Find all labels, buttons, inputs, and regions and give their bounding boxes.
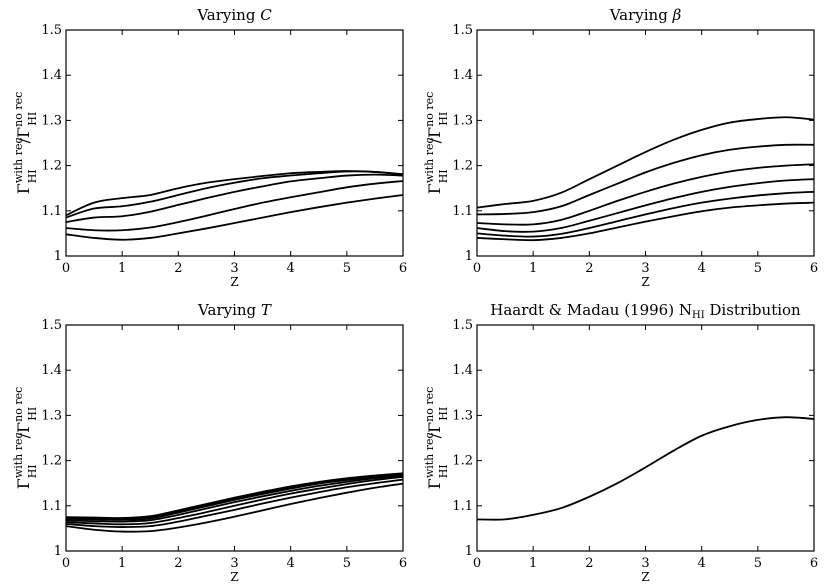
- series-line-b1: [476, 116, 815, 209]
- y-tick-label: 1.2: [41, 454, 62, 469]
- x-tick-label: 3: [641, 556, 649, 571]
- x-axis-label: Z: [641, 275, 649, 289]
- y-tick-label: 1.2: [41, 159, 62, 174]
- y-tick-label: 1.3: [41, 113, 62, 128]
- svg-text:Γwith recHI/Γno recHI: Γwith recHI/Γno recHI: [423, 387, 450, 490]
- y-tick-label: 1.4: [41, 68, 62, 83]
- x-axis-label: Z: [641, 570, 649, 584]
- x-tick-label: 2: [585, 556, 593, 571]
- x-tick-label: 6: [810, 261, 818, 276]
- x-tick-label: 5: [343, 261, 351, 276]
- y-tick-label: 1.3: [452, 408, 473, 423]
- x-tick-label: 5: [343, 556, 351, 571]
- series-line-c5: [65, 194, 404, 241]
- x-tick-label: 2: [174, 261, 182, 276]
- series-line-c2: [65, 170, 404, 219]
- series-line-b4: [476, 178, 815, 233]
- x-tick-label: 0: [473, 261, 481, 276]
- x-tick-label: 4: [698, 556, 706, 571]
- y-axis-label: Γwith recHI/Γno recHI: [12, 92, 39, 195]
- x-tick-label: 6: [810, 556, 818, 571]
- panel-title: Varying β: [609, 6, 682, 24]
- x-axis-label: Z: [230, 570, 238, 584]
- series-line-t6: [65, 478, 404, 528]
- y-axis-label: Γwith recHI/Γno recHI: [423, 92, 450, 195]
- panel-title: Haardt & Madau (1996) NHI Distribution: [490, 301, 801, 321]
- y-tick-label: 1.1: [41, 204, 62, 219]
- series-line-hm96: [476, 416, 815, 521]
- y-tick-label: 1.2: [452, 159, 473, 174]
- x-tick-label: 1: [118, 261, 126, 276]
- y-tick-label: 1.1: [452, 204, 473, 219]
- x-tick-label: 6: [399, 556, 407, 571]
- y-tick-label: 1.1: [452, 499, 473, 514]
- y-tick-label: 1.5: [41, 318, 62, 333]
- x-tick-label: 1: [118, 556, 126, 571]
- series-line-t5: [65, 475, 404, 526]
- y-tick-label: 1.1: [41, 499, 62, 514]
- y-tick-label: 1: [465, 544, 473, 559]
- y-tick-label: 1.4: [41, 363, 62, 378]
- x-tick-label: 3: [641, 261, 649, 276]
- series-line-c3: [65, 173, 404, 223]
- x-tick-label: 0: [62, 556, 70, 571]
- x-tick-label: 0: [473, 556, 481, 571]
- y-tick-label: 1: [54, 249, 62, 264]
- y-axis-label: Γwith recHI/Γno recHI: [423, 387, 450, 490]
- x-tick-label: 3: [230, 261, 238, 276]
- y-tick-label: 1.3: [452, 113, 473, 128]
- x-tick-label: 3: [230, 556, 238, 571]
- x-tick-label: 4: [287, 556, 295, 571]
- y-axis-label: Γwith recHI/Γno recHI: [12, 387, 39, 490]
- series-line-b2: [476, 143, 815, 216]
- x-tick-label: 0: [62, 261, 70, 276]
- panel-title: Varying C: [196, 6, 272, 24]
- series-line-b5: [476, 190, 815, 238]
- y-tick-label: 1.4: [452, 68, 473, 83]
- y-tick-label: 1.5: [452, 23, 473, 38]
- x-tick-label: 5: [754, 261, 762, 276]
- y-tick-label: 1.5: [41, 23, 62, 38]
- x-tick-label: 4: [698, 261, 706, 276]
- x-tick-label: 2: [174, 556, 182, 571]
- series-line-b3: [476, 163, 815, 226]
- x-axis-label: Z: [230, 275, 238, 289]
- series-line-c4: [65, 180, 404, 232]
- svg-text:Γwith recHI/Γno recHI: Γwith recHI/Γno recHI: [12, 92, 39, 195]
- y-tick-label: 1.4: [452, 363, 473, 378]
- series-line-t4: [65, 474, 404, 523]
- series-line-b6: [476, 201, 815, 242]
- x-tick-label: 5: [754, 556, 762, 571]
- y-tick-label: 1: [465, 249, 473, 264]
- series-line-t3: [65, 473, 404, 521]
- y-tick-label: 1.2: [452, 454, 473, 469]
- x-tick-label: 1: [529, 556, 537, 571]
- x-tick-label: 6: [399, 261, 407, 276]
- svg-text:Γwith recHI/Γno recHI: Γwith recHI/Γno recHI: [12, 387, 39, 490]
- y-tick-label: 1.3: [41, 408, 62, 423]
- panel-haardt-madau: Haardt & Madau (1996) NHI Distribution Γ…: [423, 301, 818, 584]
- x-tick-label: 4: [287, 261, 295, 276]
- y-tick-label: 1.5: [452, 318, 473, 333]
- svg-text:Γwith recHI/Γno recHI: Γwith recHI/Γno recHI: [423, 92, 450, 195]
- x-tick-label: 2: [585, 261, 593, 276]
- series-line-t7: [65, 482, 404, 533]
- x-tick-label: 1: [529, 261, 537, 276]
- plot-frame: [476, 324, 815, 552]
- panel-title: Varying T: [197, 301, 272, 319]
- y-tick-label: 1: [54, 544, 62, 559]
